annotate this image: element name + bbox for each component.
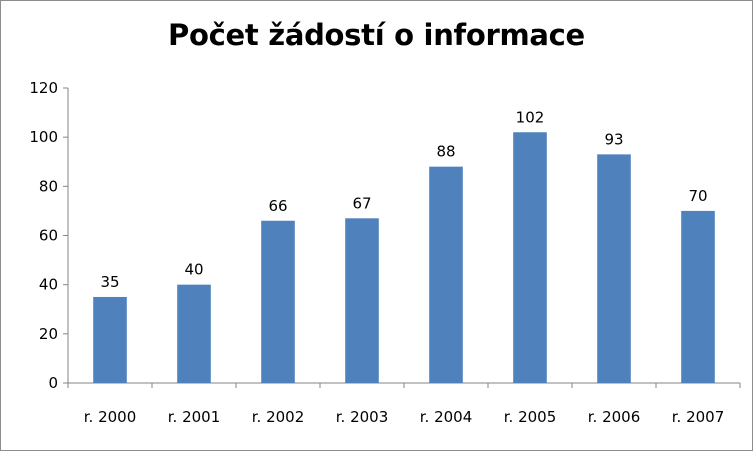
x-category-label: r. 2002 (252, 408, 305, 426)
bar (429, 166, 463, 383)
bar (93, 296, 127, 383)
data-label: 88 (436, 143, 455, 161)
data-label: 70 (688, 187, 707, 205)
y-tick-label: 20 (39, 325, 58, 343)
y-tick-label: 0 (48, 374, 58, 392)
x-category-label: r. 2007 (672, 408, 725, 426)
bar (261, 220, 295, 383)
chart-title: Počet žádostí o informace (168, 18, 585, 52)
y-tick-label: 120 (29, 79, 58, 97)
x-category-label: r. 2003 (336, 408, 389, 426)
data-label: 40 (184, 261, 203, 279)
bar (681, 210, 715, 383)
y-tick-label: 100 (29, 128, 58, 146)
data-label: 35 (100, 273, 119, 291)
data-label: 67 (352, 194, 371, 212)
data-label: 66 (268, 197, 287, 215)
bar (513, 132, 547, 383)
x-category-label: r. 2005 (504, 408, 557, 426)
data-label: 93 (604, 130, 623, 148)
y-tick-label: 80 (39, 177, 58, 195)
y-tick-label: 60 (39, 227, 58, 245)
bar (345, 218, 379, 383)
x-category-label: r. 2000 (84, 408, 137, 426)
data-label: 102 (516, 108, 545, 126)
y-tick-label: 40 (39, 276, 58, 294)
x-category-label: r. 2006 (588, 408, 641, 426)
bar (177, 284, 211, 383)
x-category-label: r. 2001 (168, 408, 221, 426)
bar (597, 154, 631, 383)
x-category-label: r. 2004 (420, 408, 473, 426)
